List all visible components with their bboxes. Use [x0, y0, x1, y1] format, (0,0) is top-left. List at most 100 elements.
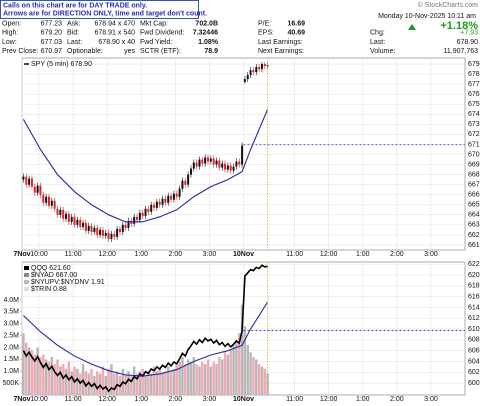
field-label: Fwd Yield: — [140, 39, 172, 46]
candle-body — [172, 193, 175, 200]
y2-tick-label: 2.0M — [3, 344, 19, 351]
candle-body — [232, 166, 235, 171]
candle-body — [136, 216, 139, 220]
field-value: 678.91 x 540 — [95, 30, 136, 37]
field-label: Optionable: — [67, 48, 103, 55]
x-tick-label: 1:00 — [134, 251, 148, 258]
volume-bar — [255, 359, 258, 395]
volume-bar — [195, 364, 198, 395]
field-value: 11,907,763 — [443, 48, 478, 55]
y-tick-label: 676 — [468, 91, 480, 98]
field-label: Ask: — [67, 20, 81, 27]
volume-bar — [178, 361, 181, 395]
field-label: Chg: — [370, 30, 385, 37]
candle-body — [224, 163, 227, 170]
field-label: P/E: — [258, 20, 271, 27]
field-value: yes — [124, 48, 135, 55]
field-value: 670.97 — [41, 48, 63, 55]
x-tick-label: 3:00 — [424, 396, 438, 403]
field-label: SCTR (ETF): — [140, 48, 181, 55]
x-tick-label: 11:00 — [65, 396, 82, 403]
candle-body — [50, 200, 53, 206]
field-value: 677.03 — [41, 39, 63, 46]
field-value: 7.32446 — [193, 30, 218, 37]
volume-bar — [192, 357, 196, 395]
volume-bar — [104, 376, 107, 395]
candle-body — [164, 198, 167, 203]
candle-body — [266, 65, 269, 67]
candle-body — [93, 227, 96, 232]
candle-body — [113, 233, 116, 237]
candle-body — [221, 163, 224, 168]
candle-body — [76, 219, 79, 225]
x-tick-label: 2:00 — [169, 396, 183, 403]
candle-body — [161, 198, 164, 205]
candle-body — [47, 196, 50, 206]
volume-bar — [186, 359, 190, 395]
y-tick-label: 606 — [468, 348, 480, 355]
volume-bar — [252, 357, 255, 395]
volume-bar — [27, 347, 31, 395]
volume-bar — [141, 368, 144, 395]
candle-body — [116, 228, 119, 237]
y-tick-label: 610 — [468, 326, 480, 333]
volume-bar — [144, 376, 147, 395]
y-tick-label: 614 — [468, 304, 480, 311]
volume-bar — [249, 352, 252, 395]
candle-body — [246, 75, 249, 80]
x-tick-label: 2:00 — [169, 251, 183, 258]
x-tick-label: 3:00 — [424, 251, 438, 258]
volume-bar — [138, 371, 142, 395]
x-tick-label: 10:00 — [30, 396, 48, 403]
volume-bar — [87, 373, 90, 395]
volume-bar — [240, 304, 244, 395]
volume-bar — [59, 366, 62, 395]
x-tick-label: 11:00 — [286, 396, 303, 403]
y-tick-label: 666 — [468, 192, 480, 199]
candle-body — [79, 219, 82, 227]
volume-bar — [56, 359, 59, 395]
y2-tick-label: 3.0M — [3, 321, 19, 328]
y-tick-label: 670 — [468, 151, 480, 158]
candle-body — [59, 209, 62, 215]
field-label: Last: — [67, 39, 82, 46]
x-tick-label: 12:00 — [98, 251, 116, 258]
volume-bar — [172, 368, 176, 395]
legend-label: $NYUPV:$NYDNV 1.91 — [31, 279, 105, 286]
x-tick-label: 11:00 — [65, 251, 82, 258]
candle-body — [258, 67, 261, 70]
legend-swatch — [24, 266, 29, 270]
candle-body — [99, 229, 102, 235]
volume-bar — [25, 342, 28, 395]
candle-body — [158, 201, 161, 205]
volume-bar — [135, 373, 139, 395]
candle-body — [84, 222, 87, 231]
volume-bar — [243, 326, 247, 395]
volume-bar — [70, 371, 73, 395]
volume-bar — [246, 345, 249, 395]
y-tick-label: 622 — [468, 261, 480, 268]
volume-bar — [42, 354, 45, 395]
volume-bar — [209, 366, 213, 395]
logo: © StockCharts.com — [418, 1, 479, 9]
x-tick-label: 12:00 — [320, 251, 338, 258]
candle-body — [263, 64, 266, 67]
volume-bar — [229, 349, 232, 395]
series-line — [22, 264, 268, 393]
candle-body — [28, 178, 31, 185]
field-value: 678.90 x 40 — [98, 39, 135, 46]
field-value: 679.20 — [41, 30, 63, 37]
candle-body — [144, 208, 147, 216]
candle-body — [101, 229, 104, 236]
volume-bar — [115, 371, 119, 395]
candle-body — [252, 70, 255, 73]
legend-swatch — [24, 273, 29, 277]
x-tick-label: 7Nov — [13, 396, 30, 403]
candle-body — [87, 225, 90, 231]
volume-bar — [161, 373, 164, 395]
field-label: Last: — [370, 39, 385, 46]
volume-bar — [22, 333, 25, 395]
candle-body — [138, 212, 141, 220]
x-tick-label: 7Nov — [13, 251, 30, 258]
